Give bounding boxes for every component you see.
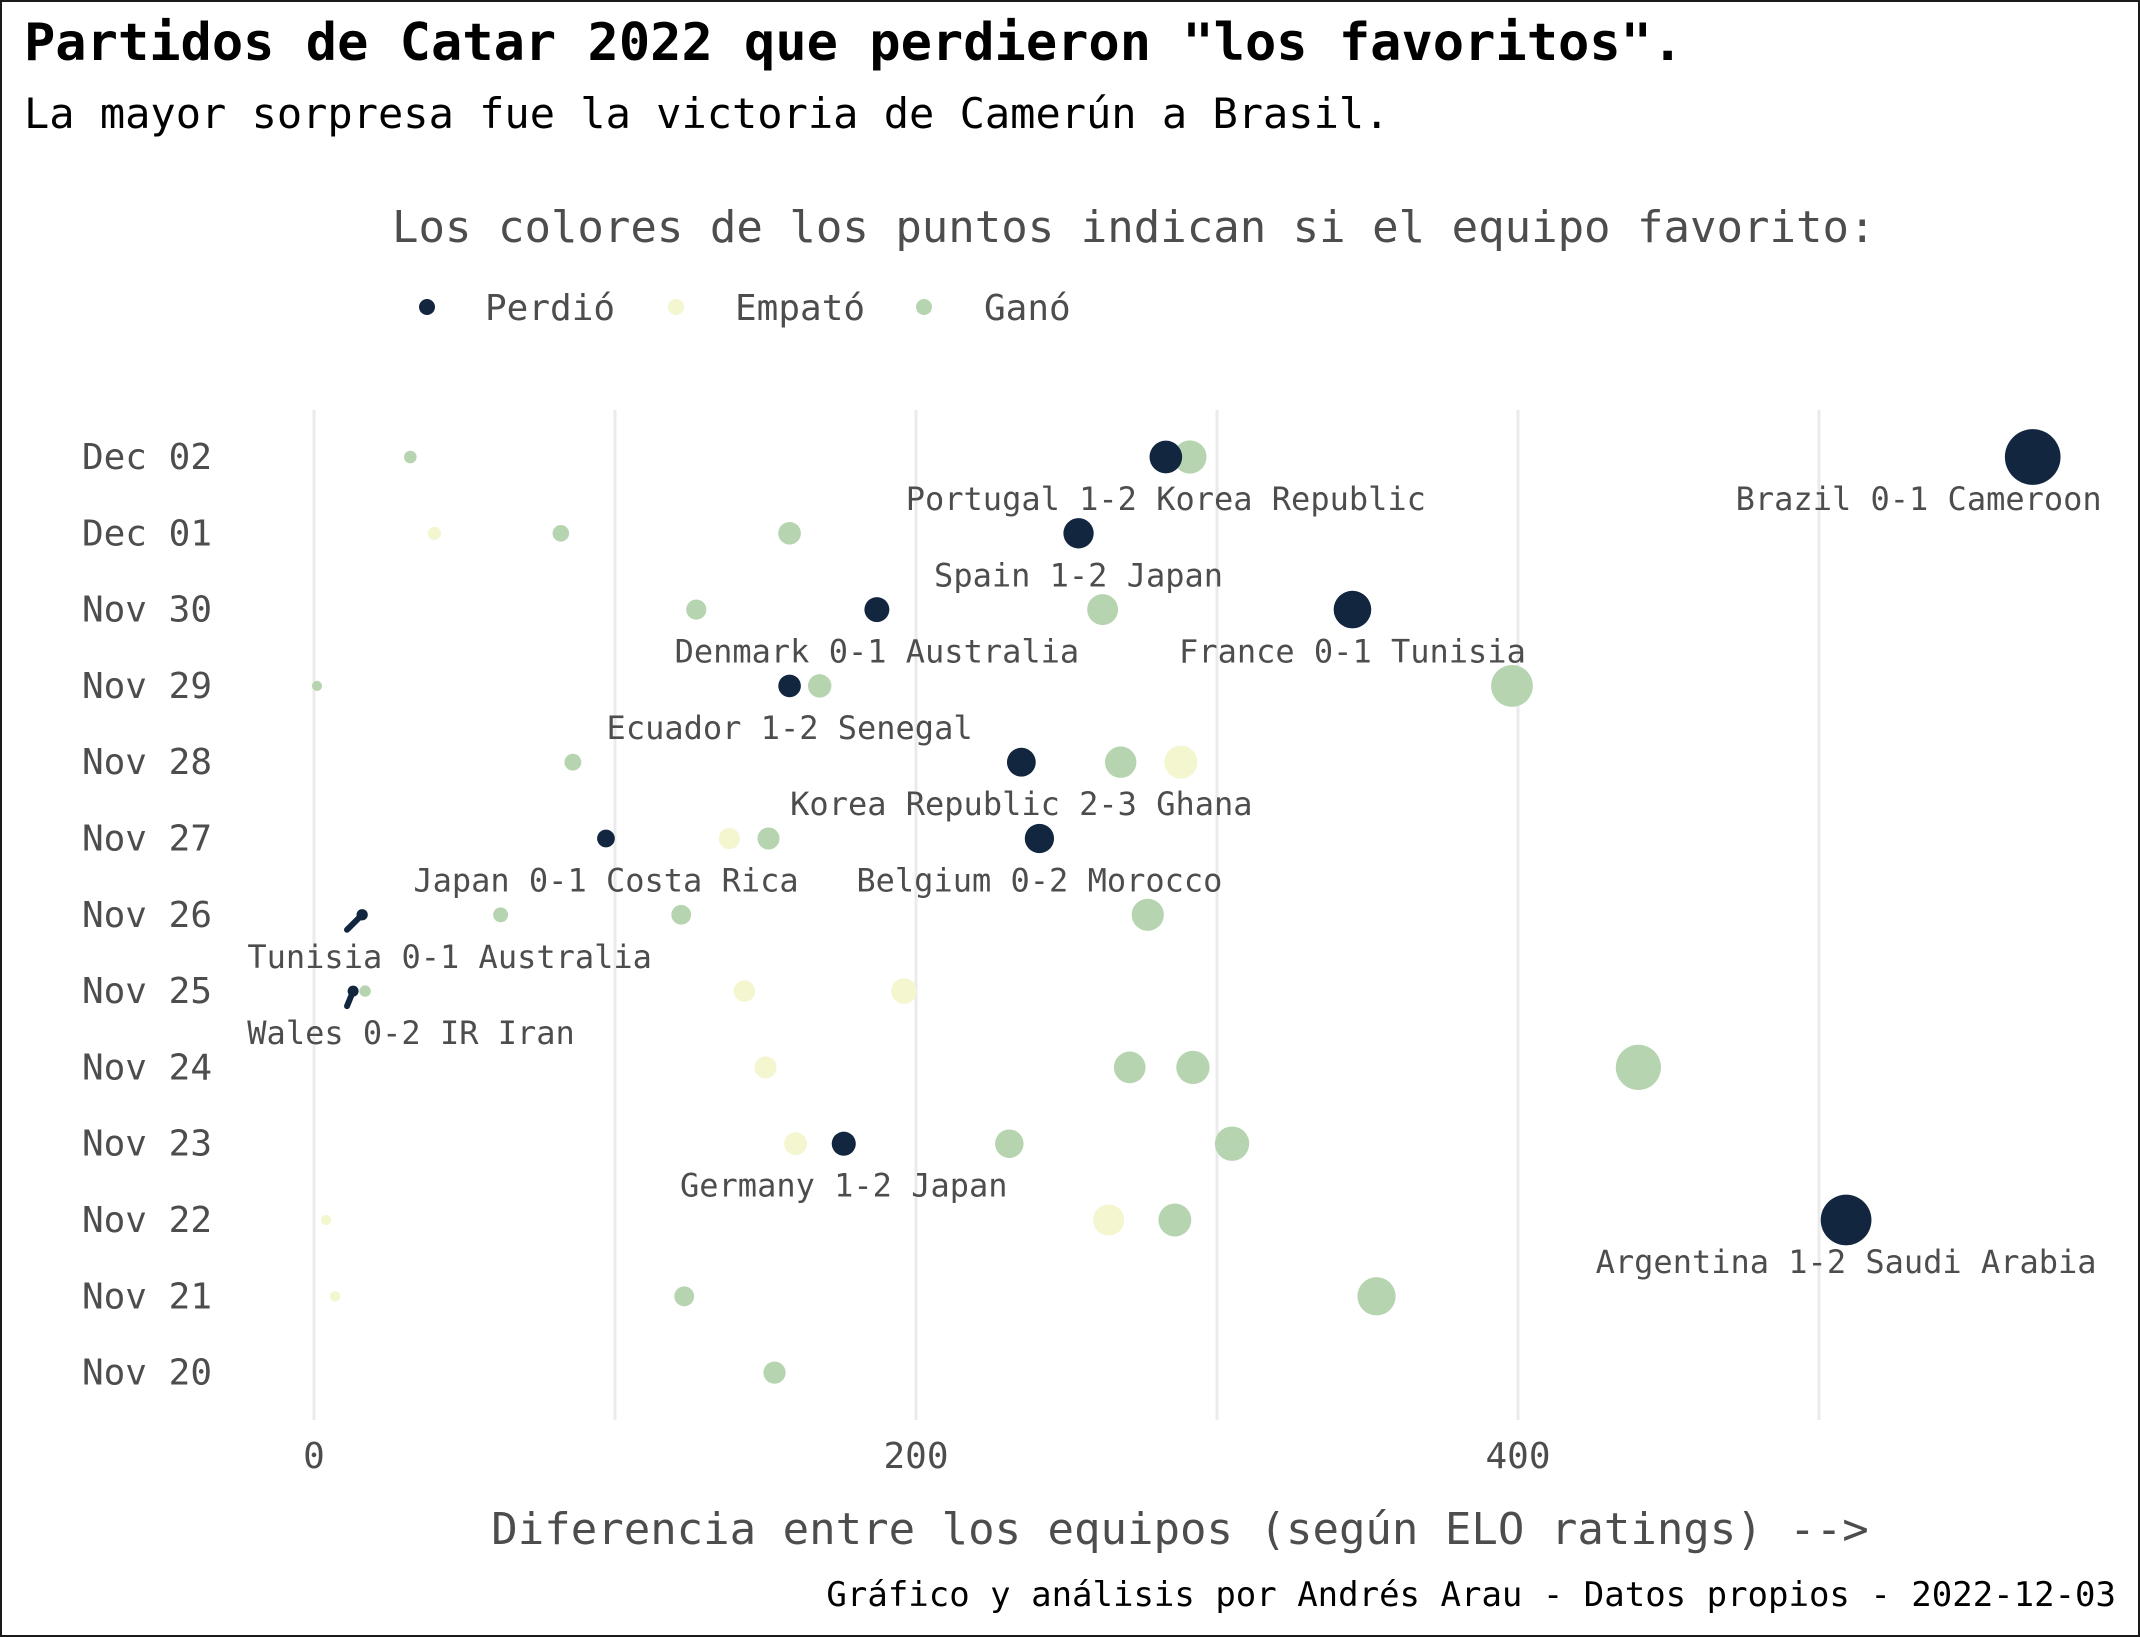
data-point-won — [552, 525, 570, 542]
match-annotation: Denmark 0-1 Australia — [675, 633, 1080, 671]
y-tick-label: Nov 22 — [82, 1200, 212, 1241]
data-point-won — [1113, 1051, 1146, 1084]
legend-swatch-won — [916, 299, 932, 315]
data-point-won — [359, 985, 371, 997]
data-point-draw — [427, 526, 441, 540]
match-annotation: Wales 0-2 IR Iran — [247, 1014, 575, 1052]
data-point-lost — [831, 1131, 856, 1156]
data-point-won — [757, 827, 780, 850]
data-point-draw — [329, 1291, 341, 1302]
data-point-won — [1173, 440, 1207, 474]
legend-swatch-draw — [668, 299, 684, 315]
legend-label-won: Ganó — [984, 288, 1071, 329]
data-point-won — [1176, 1050, 1210, 1085]
y-tick-label: Nov 23 — [82, 1124, 212, 1165]
data-point-lost — [778, 674, 801, 698]
match-annotation: Tunisia 0-1 Australia — [247, 938, 652, 976]
match-annotation: Germany 1-2 Japan — [680, 1167, 1008, 1205]
y-tick-label: Nov 27 — [82, 819, 212, 860]
y-tick-label: Dec 01 — [82, 513, 212, 554]
match-annotation: Spain 1-2 Japan — [934, 556, 1223, 594]
x-axis-label: Diferencia entre los equipos (según ELO … — [491, 1504, 1869, 1555]
data-point-lost — [1149, 440, 1183, 474]
x-tick-label: 400 — [1485, 1436, 1550, 1477]
legend-items: Perdió Empató Ganó — [419, 288, 1071, 329]
match-annotation: Portugal 1-2 Korea Republic — [906, 480, 1426, 518]
data-point-won — [1491, 664, 1533, 707]
point-annotations: Portugal 1-2 Korea Republic Brazil 0-1 Ca… — [247, 480, 2101, 1281]
data-point-won — [311, 680, 323, 691]
data-point-lost — [864, 597, 890, 623]
match-annotation: Ecuador 1-2 Senegal — [607, 709, 973, 747]
data-point-won — [1104, 746, 1137, 778]
y-tick-label: Nov 26 — [82, 895, 212, 936]
data-point-draw — [718, 827, 740, 850]
y-tick-label: Nov 21 — [82, 1276, 212, 1317]
data-point-draw — [784, 1132, 807, 1156]
chart-subtitle: La mayor sorpresa fue la victoria de Cam… — [24, 89, 1389, 138]
data-point-draw — [1164, 745, 1198, 779]
match-annotation: Belgium 0-2 Morocco — [856, 862, 1222, 900]
legend-label-draw: Empató — [735, 288, 865, 329]
match-annotation: Argentina 1-2 Saudi Arabia — [1596, 1243, 2097, 1281]
data-points — [311, 429, 2061, 1384]
data-point-lost — [1006, 747, 1036, 777]
data-point-lost — [356, 909, 368, 921]
legend-title: Los colores de los puntos indican si el … — [392, 202, 1875, 253]
y-tick-label: Nov 24 — [82, 1047, 212, 1088]
y-axis-ticks: Dec 02 Dec 01 Nov 30 Nov 29 Nov 28 Nov 27 Nov … — [82, 437, 212, 1394]
match-annotation: Japan 0-1 Costa Rica — [413, 862, 798, 900]
data-point-won — [404, 450, 417, 464]
data-point-draw — [733, 980, 756, 1002]
data-point-won — [686, 599, 707, 620]
data-point-lost — [1820, 1194, 1872, 1246]
y-tick-label: Nov 20 — [82, 1353, 212, 1394]
y-tick-label: Nov 30 — [82, 590, 212, 631]
data-point-lost — [1024, 823, 1055, 854]
data-point-draw — [1093, 1204, 1125, 1236]
legend-swatch-lost — [419, 299, 435, 315]
chart-caption: Gráfico y análisis por Andrés Arau - Dat… — [826, 1575, 2116, 1615]
match-annotation: France 0-1 Tunisia — [1179, 633, 1526, 671]
data-point-draw — [754, 1056, 777, 1079]
data-point-won — [1214, 1126, 1250, 1161]
data-point-won — [995, 1129, 1024, 1158]
match-annotation: Korea Republic 2-3 Ghana — [790, 785, 1252, 823]
legend-label-lost: Perdió — [485, 288, 615, 329]
data-point-won — [1131, 898, 1164, 931]
data-point-lost — [597, 829, 615, 848]
gridlines — [312, 410, 1821, 1420]
data-point-won — [671, 904, 692, 925]
data-point-lost — [347, 985, 359, 997]
x-axis-ticks: 0 200 400 — [303, 1436, 1550, 1477]
x-tick-label: 0 — [303, 1436, 325, 1477]
chart-title: Partidos de Catar 2022 que perdieron "lo… — [24, 13, 1683, 73]
x-tick-label: 200 — [883, 1436, 948, 1477]
data-point-won — [493, 907, 509, 923]
data-point-won — [674, 1286, 695, 1307]
legend: Los colores de los puntos indican si el … — [392, 202, 1875, 329]
data-point-draw — [891, 978, 917, 1004]
annotation-leaders — [344, 454, 2036, 1010]
data-point-draw — [320, 1214, 332, 1226]
data-point-won — [1615, 1044, 1661, 1090]
y-tick-label: Dec 02 — [82, 437, 212, 478]
data-point-won — [807, 674, 832, 698]
y-tick-label: Nov 28 — [82, 742, 212, 783]
data-point-won — [564, 753, 582, 771]
data-point-won — [1357, 1277, 1396, 1316]
y-tick-label: Nov 25 — [82, 971, 212, 1012]
data-point-lost — [2004, 429, 2061, 485]
data-point-lost — [1063, 518, 1094, 549]
data-point-lost — [1333, 590, 1372, 629]
y-tick-label: Nov 29 — [82, 666, 212, 707]
match-annotation: Brazil 0-1 Cameroon — [1736, 480, 2102, 518]
data-point-won — [778, 521, 801, 545]
data-point-won — [1087, 594, 1119, 626]
data-point-won — [763, 1361, 786, 1384]
data-point-won — [1158, 1203, 1192, 1237]
